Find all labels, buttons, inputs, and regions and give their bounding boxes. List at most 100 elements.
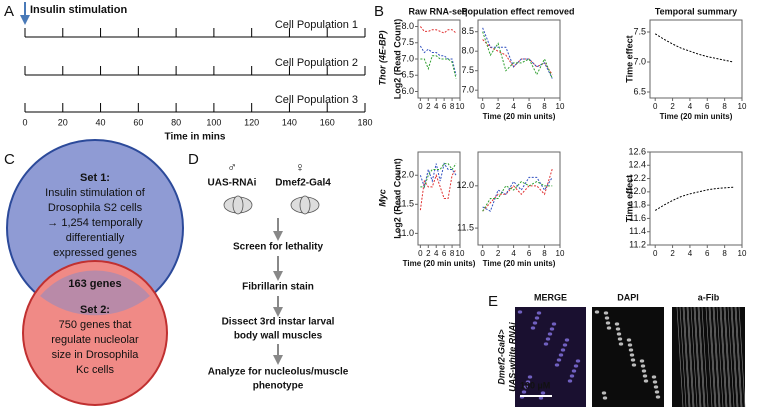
nucleus (602, 396, 608, 400)
x-tick-label: 2 (426, 249, 431, 258)
row-label: Thor (4E-BP) (377, 30, 387, 85)
fiber (708, 306, 716, 408)
micrograph (592, 307, 664, 407)
set2-text: 750 genes that (59, 319, 132, 331)
nucleus (651, 375, 657, 379)
series-line (482, 180, 553, 212)
fiber (693, 306, 701, 408)
nucleus (618, 342, 624, 346)
plot-frame (477, 151, 561, 246)
x-tick-label: 4 (688, 102, 693, 111)
y-tick-label: 11.0 (397, 228, 414, 238)
tick-label: 100 (206, 117, 221, 127)
x-tick-label: 6 (705, 102, 710, 111)
genotype: UAS-RNAi (208, 178, 257, 189)
fiber (682, 306, 690, 408)
y-tick-label: 12.0 (628, 186, 646, 196)
nucleus (569, 374, 575, 378)
fiber (690, 306, 698, 408)
fiber (676, 306, 684, 408)
nucleus (545, 337, 551, 341)
y-axis-label: Log2 (Read Count) (392, 19, 402, 100)
nucleus (560, 348, 566, 352)
x-tick-label: 10 (738, 102, 747, 111)
plot-frame (477, 19, 561, 99)
population-label: Cell Population 1 (275, 19, 358, 31)
fiber (735, 306, 743, 408)
x-tick-label: 4 (511, 102, 516, 111)
x-tick-label: 6 (527, 249, 532, 258)
nucleus (549, 327, 555, 331)
y-tick-label: 6.5 (401, 70, 414, 80)
nucleus (641, 369, 647, 373)
genotype: Dmef2-Gal4 (275, 178, 331, 189)
column-title: Population effect removed (461, 6, 574, 16)
step-text: Analyze for nucleolus/muscle (208, 367, 349, 378)
fiber (687, 306, 695, 408)
nucleus (604, 316, 610, 320)
series-line (419, 169, 457, 211)
nucleus (538, 396, 544, 400)
nucleus (639, 359, 645, 363)
y-tick-label: 12.2 (628, 173, 646, 183)
step-text: body wall muscles (234, 331, 323, 342)
nucleus (551, 322, 557, 326)
set2-text: regulate nucleolar (51, 334, 139, 346)
x-tick-label: 10 (738, 249, 747, 258)
fiber (719, 306, 727, 408)
series-line (482, 168, 553, 212)
nucleus (547, 332, 553, 336)
panel-label: B (374, 3, 384, 20)
fiber (679, 306, 687, 408)
y-axis-label: Time effect (624, 35, 634, 82)
nucleus (653, 385, 659, 389)
tick-label: 160 (320, 117, 335, 127)
nucleus (540, 391, 546, 395)
fiber (709, 306, 717, 408)
fiber (712, 306, 720, 408)
nucleus (525, 380, 531, 384)
x-tick-label: 2 (496, 102, 501, 111)
fiber (705, 306, 713, 408)
nucleus (532, 321, 538, 325)
set1-text: Set 1: (80, 172, 110, 184)
fiber (697, 306, 705, 408)
x-tick-label: 6 (705, 249, 710, 258)
fiber (701, 306, 709, 408)
nucleus (605, 321, 611, 325)
x-tick-label: 4 (511, 249, 516, 258)
nucleus (571, 369, 577, 373)
panel-label: E (488, 293, 498, 310)
nucleus (536, 311, 542, 315)
set2-text: Kc cells (76, 364, 114, 376)
nucleus (652, 380, 658, 384)
set1-text: Insulin stimulation of (45, 187, 146, 199)
fiber (727, 306, 735, 408)
x-tick-label: 2 (426, 102, 431, 111)
nucleus (517, 310, 523, 314)
sex-symbol: ♂ (227, 159, 237, 174)
nucleus (564, 338, 570, 342)
nucleus (654, 390, 660, 394)
nucleus (575, 359, 581, 363)
nucleus (523, 385, 529, 389)
set2-text: size in Drosophila (52, 349, 140, 361)
tick-label: 40 (96, 117, 106, 127)
panel-label: D (188, 151, 199, 168)
x-tick-label: 2 (670, 102, 675, 111)
series-line (419, 162, 457, 189)
panel-label: C (4, 151, 15, 168)
series-line (482, 27, 553, 79)
y-tick-label: 11.2 (629, 239, 646, 249)
tick-label: 120 (244, 117, 259, 127)
x-tick-label: 0 (480, 102, 485, 111)
column-title: DAPI (617, 292, 639, 302)
step-text: Screen for lethality (233, 242, 323, 253)
x-tick-label: 0 (653, 102, 658, 111)
x-tick-label: 0 (418, 102, 423, 111)
nucleus (655, 395, 661, 399)
nucleus (627, 343, 633, 347)
y-tick-label: 11.6 (629, 213, 646, 223)
row-label: Myc (377, 189, 387, 207)
nucleus (629, 353, 635, 357)
